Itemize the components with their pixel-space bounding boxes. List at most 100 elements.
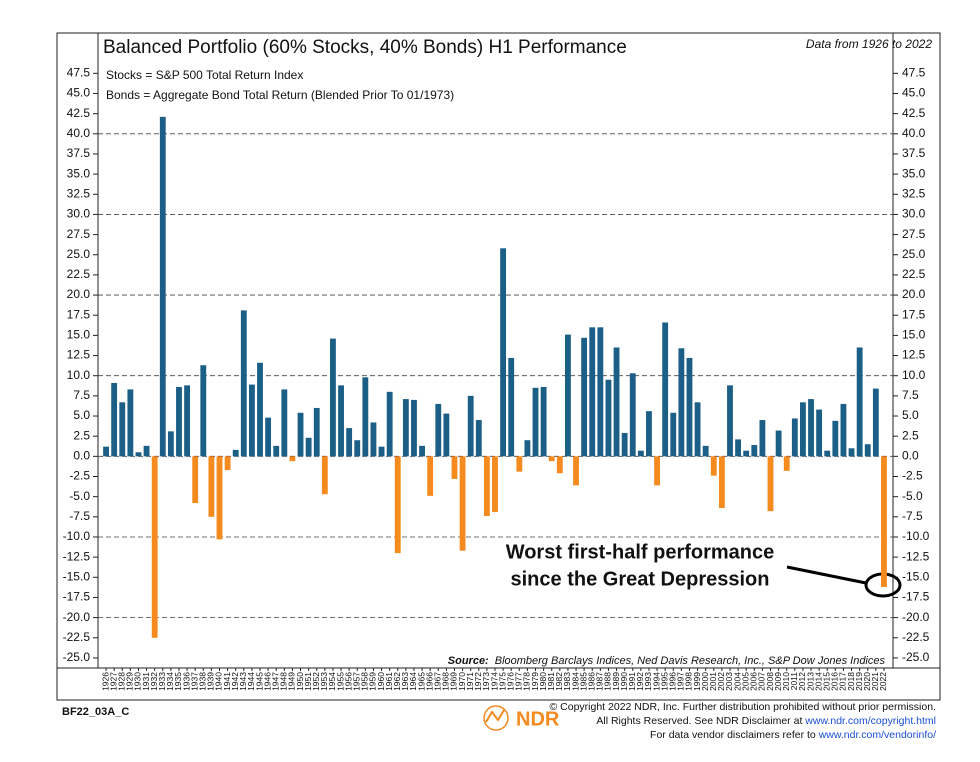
y-tick-label: 40.0 bbox=[67, 126, 91, 140]
bar bbox=[394, 456, 401, 554]
x-tick-label: 1962 bbox=[392, 672, 402, 691]
bar bbox=[240, 310, 247, 457]
x-tick-label: 1974 bbox=[489, 672, 499, 691]
x-tick-label: 1968 bbox=[441, 672, 451, 691]
bar bbox=[678, 348, 685, 457]
bar bbox=[800, 402, 806, 457]
bar bbox=[718, 456, 725, 508]
note: Stocks = S&P 500 Total Return Index bbox=[106, 68, 303, 82]
link[interactable]: www.ndr.com/copyright.html bbox=[804, 715, 936, 727]
x-tick-label: 1986 bbox=[586, 672, 596, 691]
y-tick-label: 5.0 bbox=[73, 408, 90, 422]
x-tick-label: 1944 bbox=[246, 672, 256, 691]
x-tick-label: 1932 bbox=[149, 672, 159, 691]
bar bbox=[751, 445, 758, 457]
bar bbox=[135, 452, 142, 457]
bar bbox=[775, 430, 782, 457]
x-tick-label: 1934 bbox=[165, 672, 175, 691]
x-tick-label: 2002 bbox=[716, 672, 726, 691]
bar bbox=[840, 403, 847, 457]
bar bbox=[597, 327, 604, 457]
bar bbox=[411, 399, 417, 457]
y2-tick-label: 7.5 bbox=[902, 388, 919, 402]
x-tick-label: 1981 bbox=[546, 672, 556, 691]
bar bbox=[637, 450, 644, 457]
x-tick-label: 1967 bbox=[433, 672, 443, 691]
vendor-text: For data vendor disclaimers refer to bbox=[650, 729, 819, 741]
x-tick-label: 1945 bbox=[254, 672, 264, 691]
y-tick-label: 37.5 bbox=[67, 146, 91, 160]
x-tick-label: 2004 bbox=[732, 672, 742, 691]
bar bbox=[103, 446, 109, 457]
bar bbox=[864, 444, 871, 457]
bar bbox=[354, 440, 361, 457]
x-tick-label: 1988 bbox=[603, 672, 613, 691]
x-tick-label: 2007 bbox=[757, 672, 767, 691]
bar bbox=[710, 456, 717, 476]
source-label: Source: bbox=[448, 655, 489, 667]
bar bbox=[808, 399, 814, 457]
bar bbox=[556, 456, 563, 474]
bar bbox=[176, 386, 182, 457]
bar bbox=[532, 387, 539, 457]
bar bbox=[297, 412, 304, 457]
logo-text: NDR bbox=[516, 708, 560, 730]
x-tick-label: 1969 bbox=[449, 672, 459, 691]
bar bbox=[516, 456, 523, 472]
x-tick-label: 1940 bbox=[214, 672, 224, 691]
y-tick-label: -20.0 bbox=[63, 610, 91, 624]
bar bbox=[402, 399, 409, 457]
bar bbox=[313, 407, 320, 457]
x-tick-label: 2015 bbox=[821, 672, 831, 691]
x-tick-label: 1965 bbox=[416, 672, 426, 691]
y2-tick-label: 5.0 bbox=[902, 408, 919, 422]
bar bbox=[783, 456, 790, 471]
bar bbox=[151, 456, 158, 638]
y-tick-label: 32.5 bbox=[67, 186, 91, 200]
chart-code: BF22_03A_C bbox=[62, 706, 129, 718]
link[interactable]: www.ndr.com/vendorinfo/ bbox=[818, 729, 936, 741]
y-tick-label: -17.5 bbox=[63, 590, 91, 604]
x-tick-label: 1926 bbox=[100, 672, 110, 691]
bar bbox=[605, 379, 612, 457]
bar bbox=[791, 418, 798, 457]
bar bbox=[305, 437, 312, 457]
x-tick-label: 1958 bbox=[360, 672, 370, 691]
y-tick-label: 15.0 bbox=[67, 328, 91, 342]
bar bbox=[159, 116, 166, 457]
bar bbox=[500, 248, 507, 457]
x-tick-label: 2009 bbox=[773, 672, 783, 691]
bar bbox=[362, 377, 369, 457]
x-tick-label: 1984 bbox=[570, 672, 580, 691]
x-tick-label: 1947 bbox=[270, 672, 280, 691]
bar bbox=[613, 347, 620, 457]
y-tick-label: 22.5 bbox=[67, 267, 91, 281]
bar bbox=[702, 445, 709, 457]
y2-tick-label: -20.0 bbox=[902, 610, 930, 624]
y2-tick-label: 2.5 bbox=[902, 428, 919, 442]
bar bbox=[508, 357, 515, 457]
bar bbox=[686, 357, 693, 457]
y-tick-label: -10.0 bbox=[63, 529, 91, 543]
x-tick-label: 1928 bbox=[117, 672, 127, 691]
note: Bonds = Aggregate Bond Total Return (Ble… bbox=[106, 88, 454, 102]
x-tick-label: 1978 bbox=[522, 672, 532, 691]
x-tick-label: 1935 bbox=[173, 672, 183, 691]
bar bbox=[881, 456, 887, 587]
y-tick-label: -2.5 bbox=[69, 469, 90, 483]
bar bbox=[119, 402, 126, 457]
bar bbox=[257, 362, 263, 457]
y-tick-label: 10.0 bbox=[67, 368, 91, 382]
x-tick-label: 1955 bbox=[335, 672, 345, 691]
y-tick-label: 27.5 bbox=[67, 227, 91, 241]
x-tick-label: 1972 bbox=[473, 672, 483, 691]
y2-tick-label: 40.0 bbox=[902, 126, 926, 140]
bar bbox=[167, 431, 174, 457]
bar bbox=[848, 448, 855, 457]
x-tick-label: 1980 bbox=[538, 672, 548, 691]
copyright: © Copyright 2022 NDR, Inc. Further distr… bbox=[550, 701, 937, 713]
x-tick-label: 1957 bbox=[351, 672, 361, 691]
bar bbox=[743, 450, 750, 457]
y-tick-label: 42.5 bbox=[67, 106, 91, 120]
y-tick-label: 35.0 bbox=[67, 166, 91, 180]
